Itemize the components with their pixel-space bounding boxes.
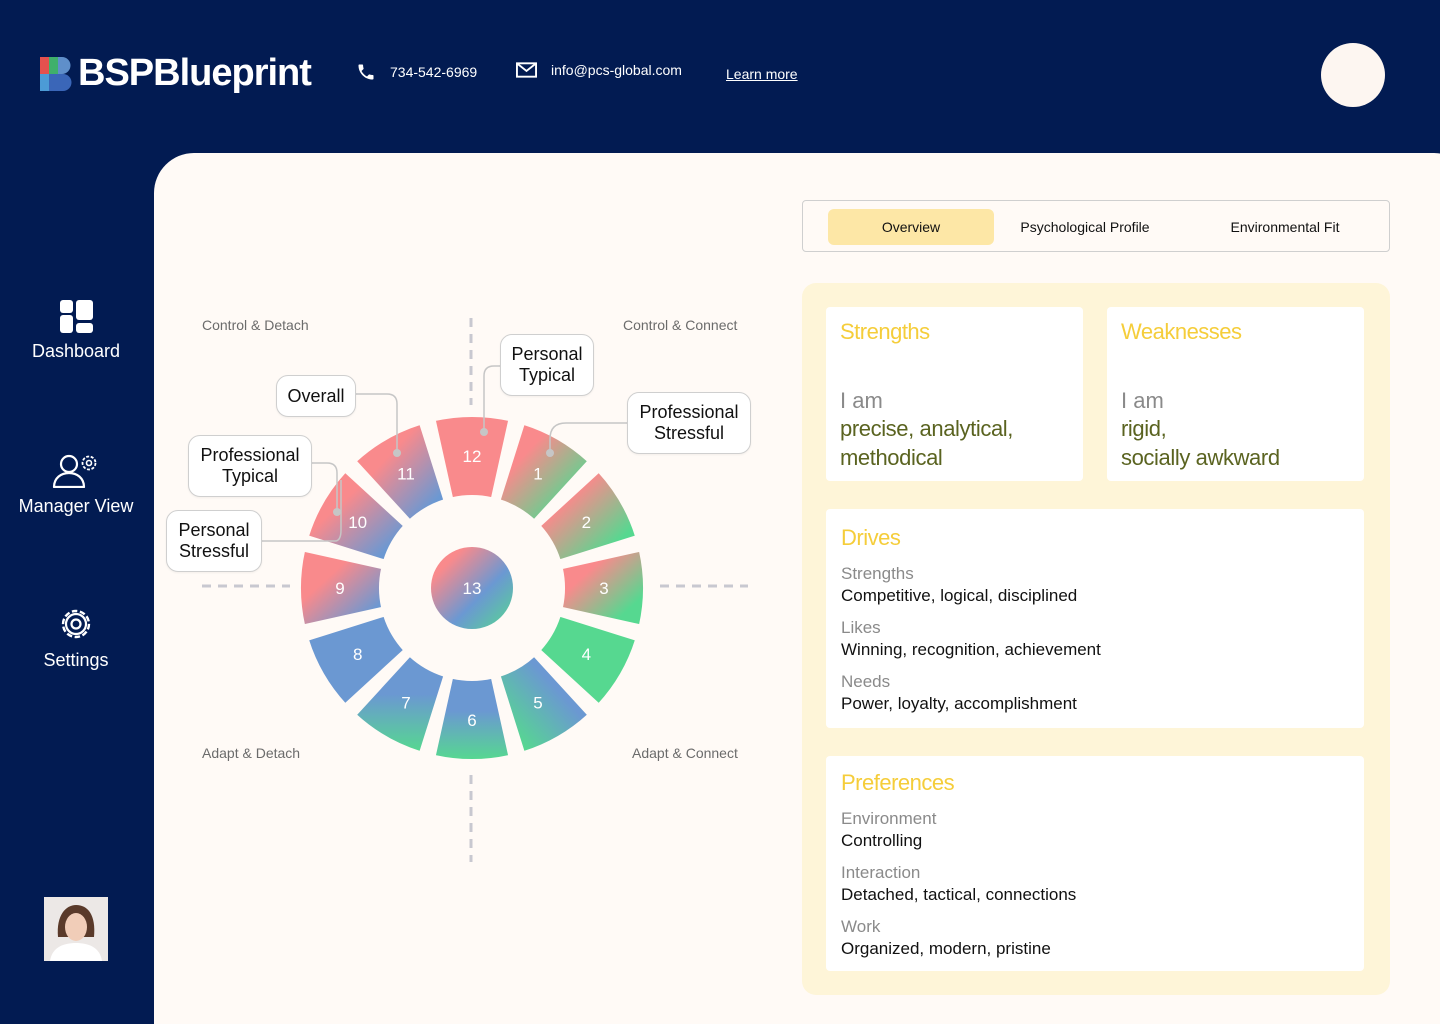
- sidebar-item-settings[interactable]: Settings: [0, 606, 152, 671]
- strengths-lead: I am: [840, 388, 883, 413]
- preferences-key: Work: [841, 917, 881, 936]
- drives-key: Needs: [841, 672, 891, 691]
- callout-personal-stressful[interactable]: Personal Stressful: [166, 510, 262, 572]
- preferences-value: Detached, tactical, connections: [841, 885, 1077, 904]
- callout-professional-typical[interactable]: Professional Typical: [188, 435, 312, 497]
- quadrant-label-adapt-detach: Adapt & Detach: [202, 745, 301, 761]
- strengths-traits: precise, analytical, methodical: [840, 416, 1013, 470]
- phone-icon: [358, 64, 374, 80]
- weaknesses-title: Weaknesses: [1121, 319, 1242, 344]
- weaknesses-lead: I am: [1121, 388, 1164, 413]
- brand-name: BSPBlueprint: [78, 52, 312, 94]
- weaknesses-card: Weaknesses I am rigid, socially awkward: [1107, 307, 1364, 481]
- preferences-title: Preferences: [841, 770, 955, 795]
- tab-overview[interactable]: Overview: [828, 209, 994, 245]
- drives-key: Likes: [841, 618, 881, 637]
- drives-value: Competitive, logical, disciplined: [841, 586, 1078, 605]
- quadrant-label-adapt-connect: Adapt & Connect: [632, 745, 738, 761]
- sidebar-item-label: Dashboard: [31, 341, 121, 361]
- quadrant-label-control-connect: Control & Connect: [623, 317, 738, 333]
- mail-icon: [516, 62, 537, 78]
- gear-icon: [61, 609, 91, 639]
- drives-value: Power, loyalty, accomplishment: [841, 694, 1077, 713]
- brand-logo[interactable]: BSPBlueprint: [40, 52, 312, 95]
- learn-more-link[interactable]: Learn more: [726, 66, 798, 82]
- callout-overall[interactable]: Overall: [276, 375, 356, 417]
- dashboard-icon: [59, 300, 93, 333]
- strengths-title: Strengths: [840, 319, 930, 344]
- email-address: info@pcs-global.com: [551, 62, 682, 78]
- strengths-card: Strengths I am precise, analytical, meth…: [826, 307, 1083, 481]
- drives-title: Drives: [841, 525, 901, 550]
- drives-key: Strengths: [841, 564, 914, 583]
- phone-contact[interactable]: 734-542-6969: [356, 62, 477, 82]
- sidebar-item-label: Manager View: [18, 496, 134, 516]
- logo-mark-icon: [40, 55, 72, 93]
- preferences-card: Preferences Environment Controlling Inte…: [826, 756, 1364, 971]
- drives-value: Winning, recognition, achievement: [841, 640, 1101, 659]
- drives-card: Drives Strengths Competitive, logical, d…: [826, 509, 1364, 728]
- callout-personal-typical[interactable]: Personal Typical: [500, 334, 594, 396]
- view-tabs: Overview Psychological Profile Environme…: [802, 200, 1390, 252]
- email-contact[interactable]: info@pcs-global.com: [516, 62, 682, 78]
- preferences-value: Controlling: [841, 831, 923, 850]
- tab-psychological-profile[interactable]: Psychological Profile: [1020, 219, 1150, 235]
- callout-professional-stressful[interactable]: Professional Stressful: [627, 392, 751, 454]
- quadrant-label-control-detach: Control & Detach: [202, 317, 309, 333]
- manager-view-icon: [52, 454, 97, 488]
- user-avatar[interactable]: [44, 897, 108, 961]
- preferences-key: Environment: [841, 809, 937, 828]
- preferences-key: Interaction: [841, 863, 921, 882]
- weaknesses-traits: rigid, socially awkward: [1121, 416, 1280, 470]
- phone-number: 734-542-6969: [390, 64, 478, 80]
- sidebar-item-dashboard[interactable]: Dashboard: [0, 300, 152, 362]
- sidebar-item-manager-view[interactable]: Manager View: [0, 452, 152, 517]
- sidebar-item-label: Settings: [43, 650, 109, 670]
- account-avatar[interactable]: [1321, 43, 1385, 107]
- tab-environmental-fit[interactable]: Environmental Fit: [1230, 219, 1340, 235]
- preferences-value: Organized, modern, pristine: [841, 939, 1051, 958]
